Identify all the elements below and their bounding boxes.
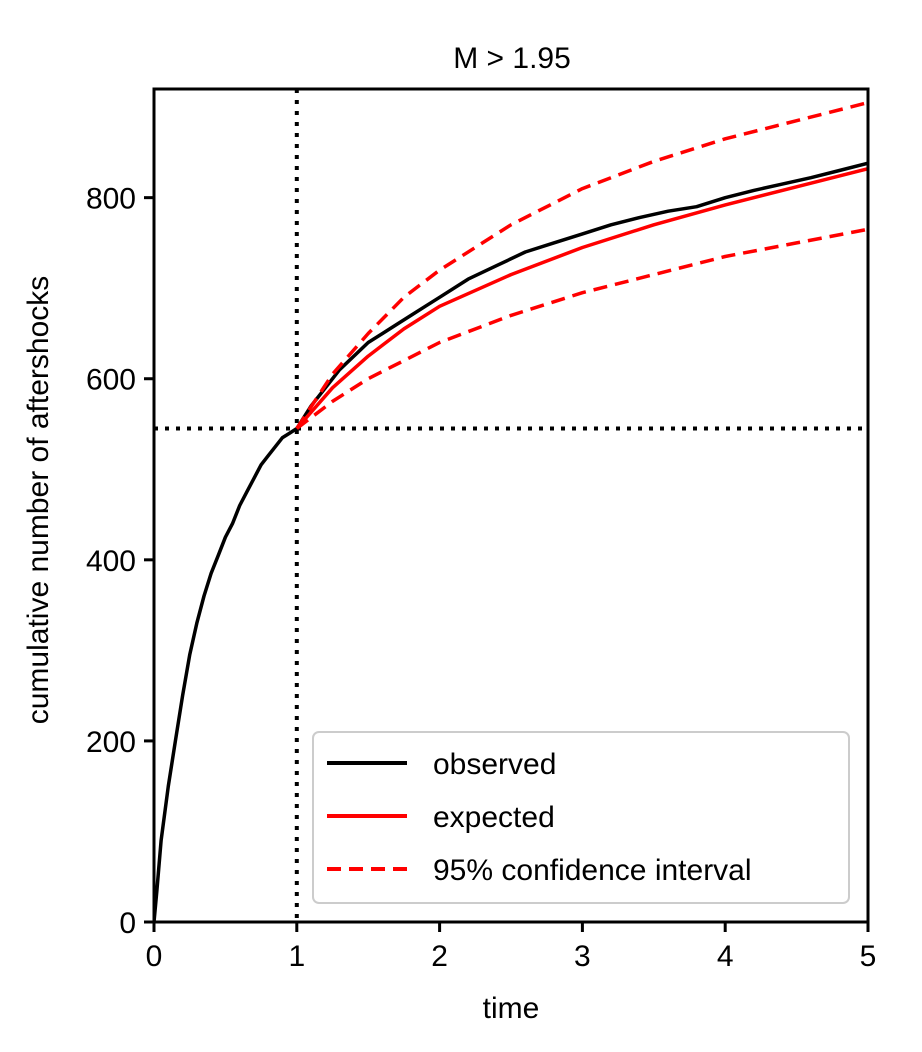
x-tick-label: 2 bbox=[431, 940, 448, 973]
y-tick-label: 600 bbox=[86, 364, 136, 397]
series-expected-line bbox=[295, 167, 868, 430]
y-tick-label: 0 bbox=[119, 907, 136, 940]
x-tick-label: 5 bbox=[860, 940, 877, 973]
x-tick-label: 4 bbox=[717, 940, 734, 973]
chart-title: M > 1.95 bbox=[453, 42, 571, 75]
y-axis-label: cumulative number of aftershocks bbox=[22, 276, 55, 725]
x-tick-label: 3 bbox=[574, 940, 591, 973]
plot-area: 0 1 2 3 4 5 0 200 400 600 800 observed expected 95% c… bbox=[86, 87, 877, 973]
series-95-confidence-interval-line bbox=[295, 100, 868, 430]
legend-label: 95% confidence interval bbox=[433, 854, 752, 887]
y-tick-label: 800 bbox=[86, 183, 136, 216]
x-axis-label: time bbox=[483, 992, 540, 1025]
y-tick-label: 400 bbox=[86, 545, 136, 578]
legend-label: expected bbox=[433, 801, 555, 834]
legend-label: observed bbox=[433, 748, 556, 781]
y-tick-label: 200 bbox=[86, 726, 136, 759]
series-3-line bbox=[295, 227, 868, 430]
x-tick-label: 1 bbox=[288, 940, 305, 973]
legend-box bbox=[312, 731, 850, 904]
plot-frame bbox=[152, 87, 870, 924]
x-tick-label: 0 bbox=[146, 940, 163, 973]
